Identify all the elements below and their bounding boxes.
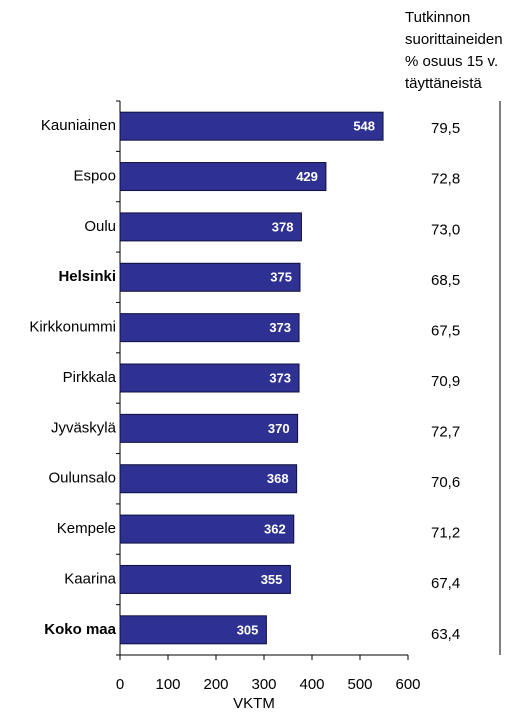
right-value: 70,6 [431,474,460,491]
category-label: Kauniainen [41,117,116,134]
x-tick-label: 0 [116,676,124,693]
x-tick-label: 500 [347,676,372,693]
right-value: 63,4 [431,626,460,643]
right-value: 67,4 [431,575,460,592]
category-label: Kempele [57,520,116,537]
bar [119,212,302,242]
x-tick-label: 300 [251,676,276,693]
category-label: Kirkkonummi [29,319,116,336]
value-label: 373 [269,320,291,335]
value-label: 368 [267,471,289,486]
right-value: 73,0 [431,221,460,238]
bar [119,162,327,192]
value-label: 362 [264,522,286,537]
right-value: 68,5 [431,272,460,289]
category-label: Oulunsalo [48,470,116,487]
bar [119,464,298,494]
bar [119,413,299,443]
value-label: 355 [261,572,283,587]
value-label: 370 [268,421,290,436]
x-tick-label: 200 [203,676,228,693]
right-value: 71,2 [431,525,460,542]
bar [119,564,291,594]
value-label: 429 [296,169,318,184]
category-label: Koko maa [44,621,116,638]
category-label: Helsinki [58,268,116,285]
x-tick-label: 600 [395,676,420,693]
category-label: Kaarina [64,570,116,587]
right-header: Tutkinnon [405,9,470,26]
right-value: 79,5 [431,120,460,137]
right-value: 72,8 [431,171,460,188]
right-value: 72,7 [431,424,460,441]
category-label: Jyväskylä [51,419,117,436]
category-label: Pirkkala [63,369,117,386]
bar [119,111,384,141]
category-label: Espoo [73,168,116,185]
right-header: täyttäneistä [405,75,482,92]
bar [119,363,300,393]
right-header: suorittaineiden [405,31,503,48]
category-label: Oulu [84,218,116,235]
right-header: % osuus 15 v. [405,53,498,70]
right-value: 70,9 [431,373,460,390]
x-axis-label: VKTM [233,695,275,712]
bar [119,262,301,292]
value-label: 373 [269,370,291,385]
value-label: 548 [353,119,375,134]
bar [119,615,267,645]
right-value: 67,5 [431,322,460,339]
x-tick-label: 100 [155,676,180,693]
bar [119,514,295,544]
value-label: 375 [270,270,292,285]
value-label: 305 [237,622,259,637]
bar [119,313,300,343]
x-tick-label: 400 [299,676,324,693]
value-label: 378 [272,219,294,234]
